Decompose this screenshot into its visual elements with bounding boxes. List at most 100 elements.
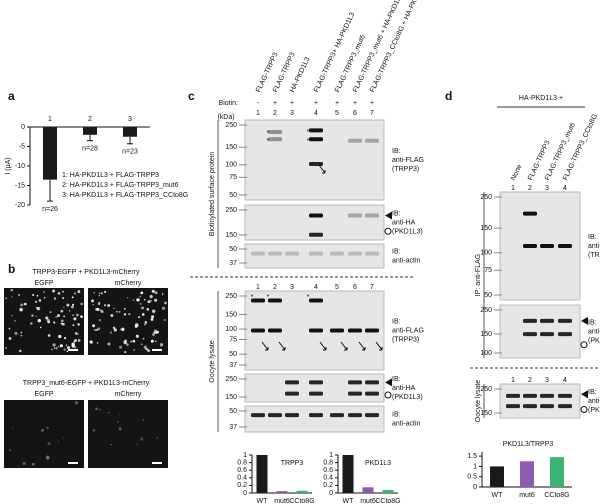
circle-symbol [580, 341, 588, 349]
puncta [46, 426, 49, 430]
band [309, 128, 323, 133]
puncta [11, 296, 13, 298]
lane-number: 4 [314, 110, 318, 117]
puncta [51, 348, 53, 351]
puncta [98, 302, 101, 305]
y-tick-label: 0.6 [237, 467, 247, 474]
y-tick-label: 0.4 [237, 475, 247, 482]
puncta [62, 290, 64, 293]
puncta [123, 340, 127, 345]
lane-number: 1 [256, 284, 260, 291]
puncta [43, 296, 46, 299]
arrowhead [385, 378, 392, 387]
biotin-label: Biotin: [219, 100, 239, 107]
puncta [31, 462, 35, 466]
band [523, 393, 537, 398]
puncta [99, 408, 102, 411]
band [523, 332, 537, 337]
y-tick-label: 0.5 [467, 474, 477, 481]
puncta [71, 342, 75, 346]
biotin-sign: + [335, 100, 339, 107]
arrowhead [581, 316, 588, 325]
puncta [62, 297, 65, 300]
lane-number: 3 [290, 110, 294, 117]
ib-label: (PKD1L3) [588, 407, 600, 414]
ib-label: (TRPP3) [392, 336, 419, 343]
puncta [156, 330, 159, 334]
x-tick-label: 2 [88, 116, 92, 123]
puncta [126, 343, 129, 346]
puncta [100, 310, 104, 314]
x-tick-label: WT [257, 498, 269, 504]
puncta [62, 322, 65, 326]
puncta [10, 288, 14, 292]
band [348, 391, 362, 396]
band [268, 328, 282, 333]
y-tick-label: 0.8 [237, 459, 247, 466]
kda-marker: 100 [225, 326, 237, 333]
puncta [18, 294, 20, 296]
puncta [46, 455, 50, 459]
kda-marker: 37 [229, 424, 237, 431]
band [540, 404, 554, 409]
puncta [74, 346, 77, 349]
section-label: Oocyte lysate [475, 380, 482, 423]
puncta [12, 427, 14, 430]
kda-marker: 250 [225, 207, 237, 214]
puncta [73, 340, 76, 343]
ib-label: anti-HA [392, 385, 416, 392]
bar [43, 127, 57, 180]
puncta [68, 310, 71, 312]
lane-number: 5 [335, 284, 339, 291]
blot [244, 405, 385, 433]
y-tick-label: 0.2 [237, 482, 247, 489]
puncta [113, 307, 115, 309]
ib-label: anti-HA [588, 398, 600, 405]
ib-label: (TRPP3) [588, 252, 600, 259]
band [309, 413, 323, 418]
band [365, 413, 379, 418]
channel-label: EGFP [34, 280, 53, 287]
puncta [80, 302, 84, 306]
bar [123, 127, 137, 137]
puncta [36, 309, 39, 311]
bar [342, 455, 354, 493]
x-tick-label: CCto8G [544, 492, 569, 499]
ib-label: (PKD1L3) [392, 394, 423, 401]
y-axis-label: I (μA) [5, 157, 12, 174]
ib-label: IB: [392, 148, 401, 155]
kda-marker: 75 [229, 336, 237, 343]
puncta [8, 337, 12, 340]
puncta [107, 342, 111, 346]
asterisk: * [307, 129, 310, 136]
kda-marker: 100 [225, 162, 237, 169]
ib-label: anti-actin [392, 257, 421, 264]
puncta [72, 314, 74, 316]
puncta [113, 328, 117, 332]
puncta [123, 313, 127, 316]
puncta [144, 323, 146, 326]
puncta [147, 349, 150, 352]
y-tick-label: 0.6 [323, 467, 333, 474]
puncta [89, 340, 93, 344]
puncta [23, 302, 27, 306]
puncta [77, 323, 80, 326]
puncta [57, 440, 60, 442]
band [348, 380, 362, 385]
puncta [136, 443, 138, 445]
bar [276, 491, 288, 493]
kda-marker: 150 [225, 144, 237, 151]
lane-number: 1 [256, 110, 260, 117]
kda-marker: 50 [229, 408, 237, 415]
panel-label: d [445, 89, 452, 103]
puncta [32, 294, 35, 296]
puncta [63, 348, 66, 351]
band [348, 413, 362, 418]
arrow [261, 341, 269, 351]
puncta [46, 318, 50, 322]
puncta [14, 331, 18, 335]
ib-label: (PKD1L3) [392, 228, 423, 235]
ib-label: IB: [588, 389, 597, 396]
ib-label: (PKD1L3) [588, 337, 600, 344]
